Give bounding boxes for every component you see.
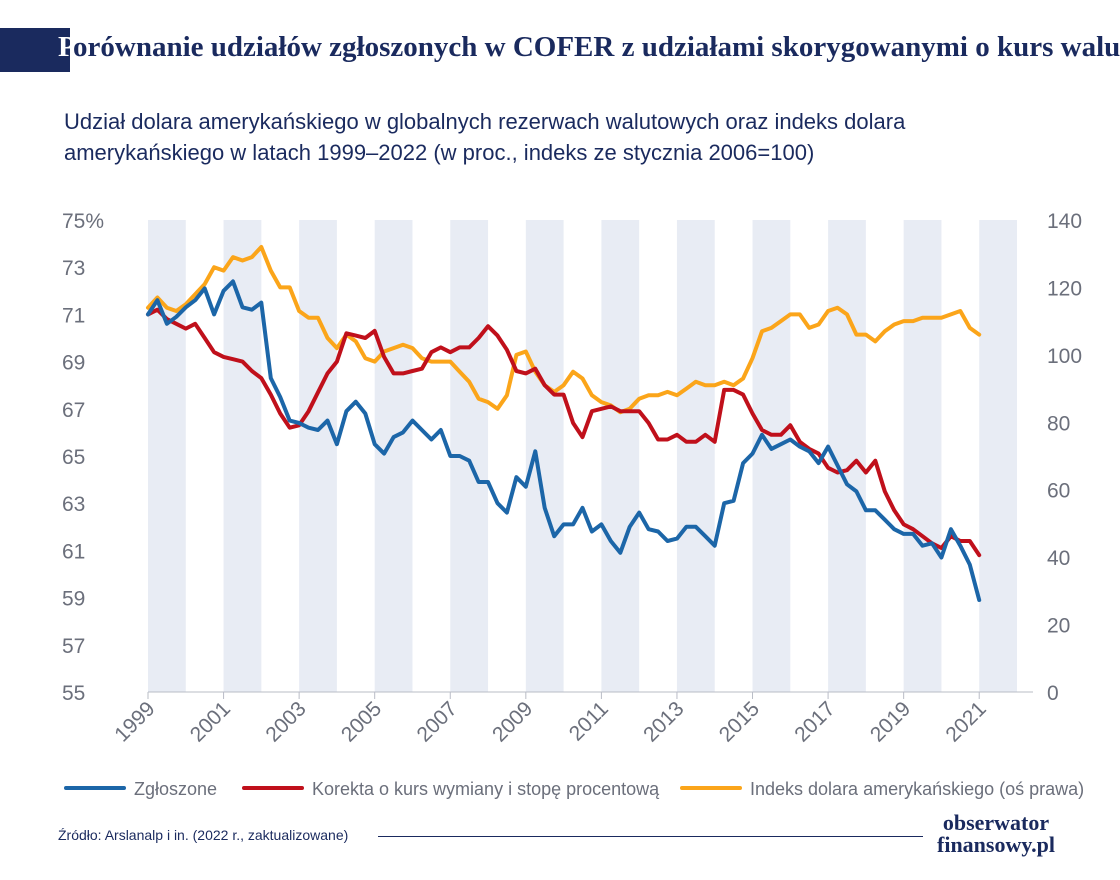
right-tick-label: 100 [1047,345,1082,368]
right-axis-ticks: 140 120 100 80 60 40 20 0 [1047,210,1082,705]
x-tick-label: 2011 [565,697,613,745]
legend-label-3: Indeks dolara amerykańskiego (oś prawa) [750,779,1084,799]
left-tick-label: 57 [62,635,85,658]
shaded-year-bands [148,220,1017,692]
x-tick-label: 2001 [186,697,235,746]
legend: Zgłoszone Korekta o kurs wymiany i stopę … [64,779,1084,799]
left-tick-label: 65 [62,446,85,469]
right-tick-label: 140 [1047,210,1082,233]
right-tick-label: 0 [1047,682,1059,705]
x-tick-label: 2003 [261,697,310,746]
x-tick-label: 2005 [337,697,386,746]
title-initial: P [58,31,76,63]
shaded-band-2015 [752,220,791,692]
page-title: orównanie udziałów zgłoszonych w COFER z… [73,31,1120,63]
title-bar: P orównanie udziałów zgłoszonych w COFER… [0,28,1120,72]
left-tick-label: 55 [62,682,85,705]
left-tick-label: 69 [62,352,85,375]
right-tick-label: 20 [1047,615,1070,638]
right-tick-label: 60 [1047,480,1070,503]
left-tick-label: 73 [62,257,85,280]
shaded-band-2019 [903,220,942,692]
x-tick-label: 2017 [790,697,839,746]
x-tick-label: 1999 [110,697,159,746]
logo-line-1: obserwator [942,810,1050,835]
left-tick-label: 67 [62,399,85,422]
x-tick-label: 2009 [488,697,537,746]
title-accent-block [0,28,70,72]
legend-label-1: Zgłoszone [134,779,217,799]
x-tick-label: 2015 [715,697,764,746]
x-tick-label: 2021 [941,697,990,746]
left-tick-label: 63 [62,493,85,516]
shaded-band-2013 [676,220,715,692]
shaded-band-2009 [525,220,564,692]
source-divider [378,836,923,837]
shaded-band-1999 [148,220,186,692]
source-note: Źródło: Arslanalp i in. (2022 r., zaktua… [58,827,349,843]
shaded-band-2011 [601,220,640,692]
legend-label-2: Korekta o kurs wymiany i stopę procentow… [312,779,660,799]
chart-subtitle: Udział dolara amerykańskiego w globalnyc… [64,109,906,165]
left-axis-ticks: 75% 73 71 69 67 65 63 61 59 57 55 [62,210,104,705]
series-lines [146,245,982,602]
x-tick-label: 2013 [639,697,688,746]
shaded-band-2003 [299,220,337,692]
left-tick-label: 75% [62,210,104,233]
right-tick-label: 120 [1047,277,1082,300]
publisher-logo: obserwator finansowy.pl [930,812,1062,856]
logo-line-2: finansowy.pl [937,832,1055,857]
left-tick-label: 59 [62,588,85,611]
right-tick-label: 80 [1047,412,1070,435]
series-line-1 [146,279,982,602]
x-tick-label: 2019 [866,697,915,746]
x-tick-label: 2007 [412,697,461,746]
left-tick-label: 61 [62,540,85,563]
shaded-band-2001 [223,220,262,692]
shaded-band-2021 [979,220,1017,692]
shaded-band-2005 [374,220,413,692]
x-axis-ticks: 1999 2001 2003 2005 2007 2009 2011 2013 2015 2017… [110,692,991,747]
right-tick-label: 40 [1047,547,1070,570]
left-tick-label: 71 [62,304,85,327]
series-line-3 [146,245,982,415]
